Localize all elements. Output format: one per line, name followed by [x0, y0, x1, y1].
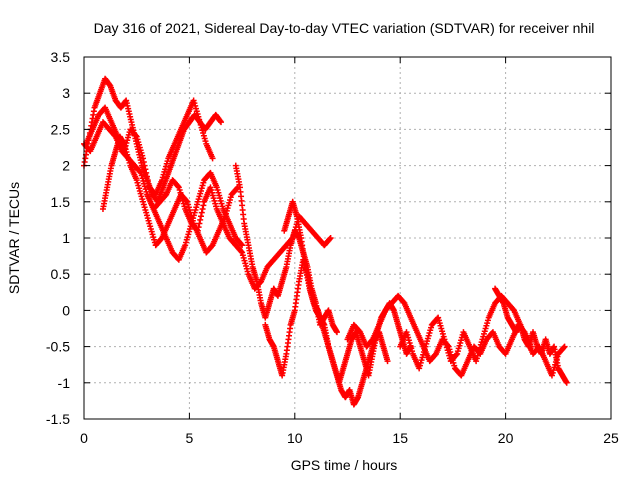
series-arc-8 — [281, 198, 414, 386]
data-point — [560, 344, 567, 351]
data-point — [238, 248, 245, 255]
data-point — [197, 216, 204, 223]
data-point — [140, 155, 147, 162]
data-point — [327, 235, 334, 241]
grid-lines — [84, 57, 611, 419]
data-point — [198, 209, 205, 216]
x-tick-label: 20 — [498, 430, 514, 446]
data-point — [175, 183, 182, 190]
y-tick-label: 3 — [62, 85, 70, 101]
y-tick-label: 2 — [62, 158, 70, 174]
x-tick-label: 5 — [186, 430, 194, 446]
series-arc-11 — [492, 285, 570, 386]
data-point — [145, 180, 152, 187]
data-point — [561, 343, 568, 350]
series-arc-6 — [232, 162, 340, 336]
y-axis-label: SDTVAR / TECUs — [6, 182, 22, 294]
data-point — [137, 168, 144, 175]
data-point — [143, 169, 150, 176]
data-point — [140, 158, 147, 165]
x-axis-ticks: 0 5 10 15 20 25 — [80, 57, 619, 446]
data-point — [144, 177, 151, 184]
data-point — [326, 235, 333, 242]
chart-title: Day 316 of 2021, Sidereal Day-to-day VTE… — [94, 20, 595, 36]
data-point — [209, 155, 216, 162]
x-axis-label: GPS time / hours — [291, 457, 398, 473]
data-point — [218, 119, 225, 126]
y-axis-ticks: -1.5 -1 -0.5 0 0.5 1 1.5 2 2.5 3 3.5 — [46, 49, 611, 427]
data-point — [195, 224, 202, 231]
y-tick-label: 2.5 — [51, 121, 71, 137]
y-tick-label: 0 — [62, 302, 70, 318]
data-point — [238, 241, 245, 248]
data-point — [143, 173, 150, 180]
data-point — [239, 242, 246, 249]
series-arc-5 — [144, 177, 334, 292]
data-point — [453, 351, 460, 358]
data-point — [142, 166, 149, 173]
data-point — [199, 206, 206, 213]
data-point — [200, 202, 207, 209]
y-tick-label: 3.5 — [51, 49, 71, 65]
data-point — [234, 185, 241, 192]
y-tick-label: -1 — [58, 375, 71, 391]
y-tick-label: -1.5 — [46, 411, 70, 427]
series-arc-10 — [397, 292, 568, 379]
y-tick-label: 1.5 — [51, 194, 71, 210]
y-tick-label: 1 — [62, 230, 70, 246]
data-point — [196, 220, 203, 227]
data-series — [81, 75, 570, 408]
x-tick-label: 15 — [392, 430, 408, 446]
y-tick-label: 0.5 — [51, 266, 71, 282]
series-arc-9 — [344, 292, 534, 379]
x-tick-label: 0 — [80, 430, 88, 446]
x-tick-label: 10 — [287, 430, 303, 446]
y-tick-label: -0.5 — [46, 339, 70, 355]
data-point — [141, 162, 148, 169]
data-point — [333, 329, 340, 336]
data-point — [197, 213, 204, 220]
x-tick-label: 25 — [603, 430, 619, 446]
series-arc-4 — [99, 133, 241, 256]
data-point — [563, 379, 570, 386]
data-point — [194, 227, 201, 234]
data-point — [384, 358, 391, 365]
data-point — [132, 132, 139, 139]
